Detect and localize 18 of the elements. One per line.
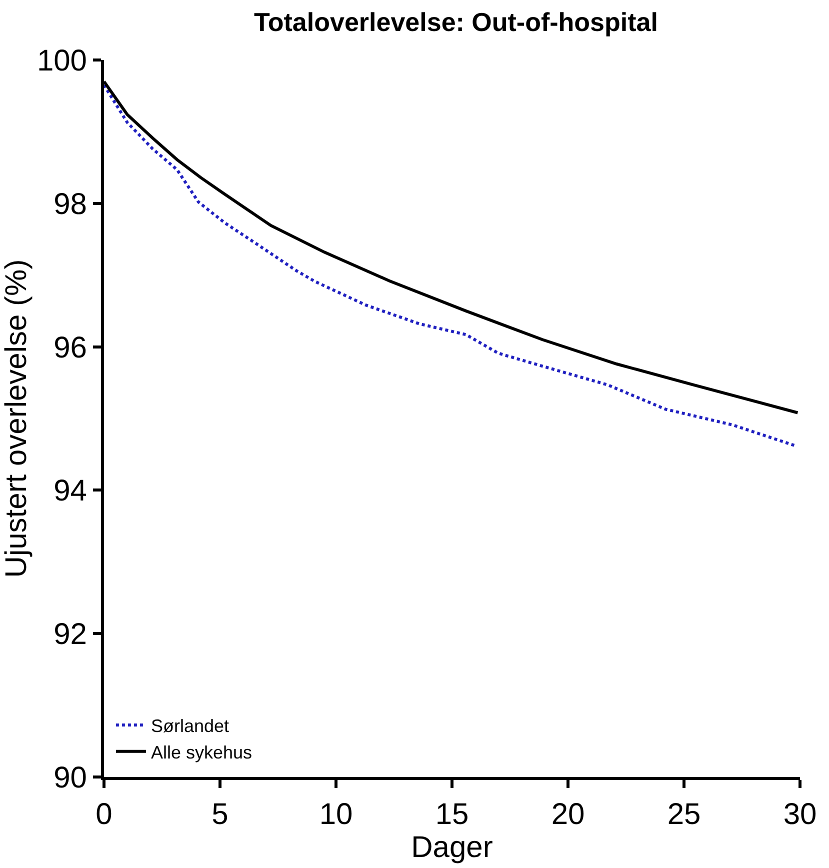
x-tick-label: 25 [667, 798, 701, 831]
x-axis-title: Dager [411, 831, 493, 864]
y-tick-label: 96 [54, 331, 87, 364]
chart-title: Totaloverlevelse: Out-of-hospital [254, 7, 658, 38]
y-tick-label: 92 [54, 618, 87, 652]
y-tick-label: 90 [54, 762, 87, 794]
y-tick-label: 94 [54, 474, 87, 508]
x-tick-label: 0 [96, 798, 112, 831]
legend-label: Alle sykehus [150, 742, 252, 762]
legend-label: Sørlandet [150, 716, 230, 736]
x-tick-label: 30 [783, 798, 817, 831]
x-tick-label: 10 [319, 798, 353, 831]
y-tick-label: 100 [36, 44, 87, 78]
x-tick-label: 15 [435, 798, 469, 831]
y-axis-title: Ujustert overlevelse (%) [0, 259, 33, 578]
x-tick-label: 5 [212, 798, 228, 831]
x-tick-label: 20 [551, 798, 585, 831]
y-tick-label: 98 [54, 188, 87, 221]
